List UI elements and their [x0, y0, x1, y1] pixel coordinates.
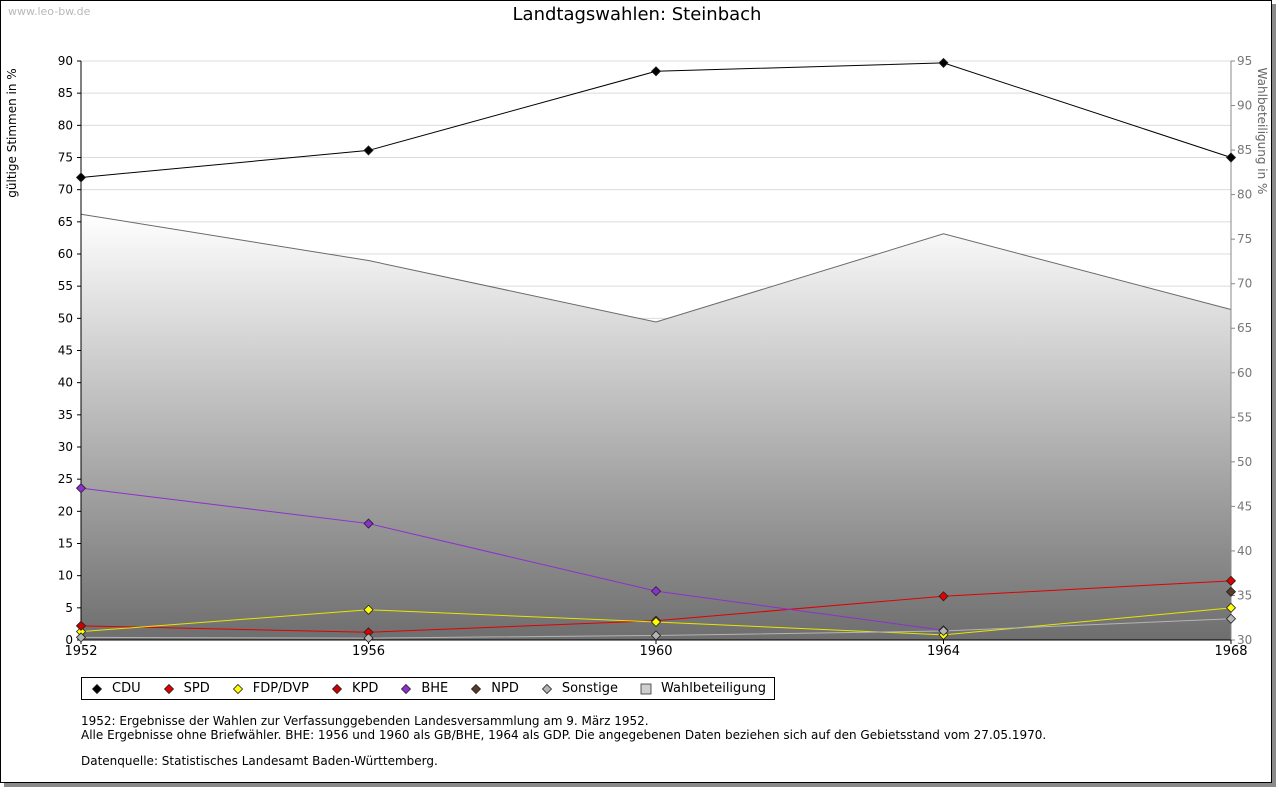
- legend-label: CDU: [112, 681, 141, 696]
- note-source: Datenquelle: Statistisches Landesamt Bad…: [81, 754, 438, 768]
- watermark: www.leo-bw.de: [8, 5, 91, 18]
- y2-tick-label: 85: [1237, 143, 1252, 157]
- y-tick-label: 65: [58, 215, 73, 229]
- legend-label: BHE: [421, 681, 449, 696]
- legend-diamond-icon: [331, 683, 343, 694]
- data-point-spd: [1225, 575, 1237, 586]
- series-line-bhe: [80, 487, 944, 631]
- y-tick-label: 25: [58, 472, 73, 486]
- legend-item: Wahlbeteiligung: [639, 681, 766, 696]
- y-tick-label: 45: [58, 344, 73, 358]
- y2-tick-label: 60: [1237, 366, 1252, 380]
- legend-label: KPD: [351, 681, 379, 696]
- y-tick-label: 75: [58, 151, 73, 165]
- legend-label: FDP/DVP: [252, 681, 309, 696]
- turnout-line: [80, 213, 1232, 323]
- y2-tick-label: 95: [1237, 54, 1252, 68]
- y-tick-label: 50: [58, 311, 73, 325]
- legend-diamond-icon: [471, 683, 482, 694]
- data-point-bhe: [363, 518, 374, 529]
- data-point-kpd: [75, 620, 87, 631]
- x-tick-label: 1960: [639, 644, 672, 659]
- data-point-sonstige: [75, 632, 87, 643]
- legend-item: NPD: [469, 681, 519, 696]
- y2-tick-label: 45: [1237, 499, 1252, 513]
- y-tick-label: 85: [58, 86, 73, 100]
- data-point-cdu: [1225, 152, 1237, 163]
- turnout-area: [80, 213, 1232, 640]
- data-point-fdp-dvp: [363, 604, 374, 615]
- y2-tick-label: 30: [1237, 633, 1252, 647]
- x-tick-label: 1964: [927, 644, 960, 659]
- data-point-bhe: [650, 586, 662, 597]
- y-tick-label: 70: [58, 183, 73, 197]
- legend-diamond-icon: [401, 683, 412, 694]
- series-line-cdu: [80, 62, 1232, 178]
- legend-item: Sonstige: [540, 681, 618, 696]
- data-point-sonstige: [938, 625, 949, 637]
- y-tick-label: 10: [58, 569, 73, 583]
- y-tick-label: 5: [65, 601, 73, 615]
- data-point-fdp-dvp: [1225, 602, 1237, 613]
- data-point-cdu: [363, 145, 374, 156]
- y2-tick-label: 90: [1237, 99, 1252, 113]
- data-point-bhe: [75, 483, 87, 494]
- legend-label: Wahlbeteiligung: [661, 681, 767, 696]
- data-point-fdp-dvp: [650, 616, 662, 628]
- y-tick-label: 80: [58, 118, 73, 132]
- y-tick-label: 30: [58, 440, 73, 454]
- y-tick-label: 20: [58, 504, 73, 518]
- legend-item: KPD: [330, 681, 378, 696]
- data-point-cdu: [650, 66, 662, 77]
- y-tick-label: 15: [58, 537, 73, 551]
- data-point-sonstige: [1225, 613, 1237, 624]
- y-tick-label: 90: [58, 54, 73, 68]
- y2-tick-label: 40: [1237, 544, 1252, 558]
- x-tick-label: 1968: [1214, 644, 1247, 659]
- y-tick-label: 35: [58, 408, 73, 422]
- turnout-area-fill: [81, 214, 1231, 640]
- chart-title: Landtagswahlen: Steinbach: [512, 4, 762, 25]
- x-tick-label: 1956: [352, 644, 385, 659]
- legend-label: NPD: [491, 681, 519, 696]
- y-tick-label: 55: [58, 279, 73, 293]
- y-tick-label: 60: [58, 247, 73, 261]
- data-point-sonstige: [363, 633, 374, 644]
- data-point-sonstige: [650, 630, 662, 641]
- note-line-1: 1952: Ergebnisse der Wahlen zur Verfassu…: [81, 714, 649, 728]
- legend-diamond-icon: [163, 683, 174, 694]
- y-tick-label: 0: [65, 633, 73, 647]
- data-point-cdu: [938, 57, 949, 68]
- chart-notes: 1952: Ergebnisse der Wahlen zur Verfassu…: [81, 714, 1046, 768]
- y2-tick-label: 70: [1237, 277, 1252, 291]
- legend-diamond-icon: [91, 683, 103, 694]
- y2-tick-label: 75: [1237, 232, 1252, 246]
- y2-tick-label: 35: [1237, 588, 1252, 602]
- legend-diamond-icon: [232, 683, 243, 694]
- y2-tick-label: 55: [1237, 410, 1252, 424]
- y-tick-label: 40: [58, 376, 73, 390]
- y2-tick-label: 65: [1237, 321, 1252, 335]
- y2-tick-label: 80: [1237, 188, 1252, 202]
- legend-item: BHE: [399, 681, 448, 696]
- legend-item: SPD: [162, 681, 210, 696]
- legend-label: Sonstige: [561, 681, 619, 696]
- legend-label: SPD: [183, 681, 210, 696]
- legend-diamond-icon: [541, 683, 552, 694]
- legend: CDU SPD FDP/DVP KPD BHE NPD Sonstige Wahlbeteil…: [81, 677, 776, 700]
- data-point-spd: [938, 591, 949, 602]
- note-line-2: Alle Ergebnisse ohne Briefwähler. BHE: 1…: [81, 728, 1047, 742]
- legend-item: CDU: [90, 681, 141, 696]
- data-point-cdu: [75, 172, 87, 183]
- y2-tick-label: 50: [1237, 455, 1252, 469]
- x-tick-label: 1952: [64, 644, 97, 659]
- data-points: [75, 57, 1237, 644]
- data-point-npd: [1225, 586, 1237, 597]
- legend-item: FDP/DVP: [231, 681, 309, 696]
- legend-square-icon: [640, 683, 652, 694]
